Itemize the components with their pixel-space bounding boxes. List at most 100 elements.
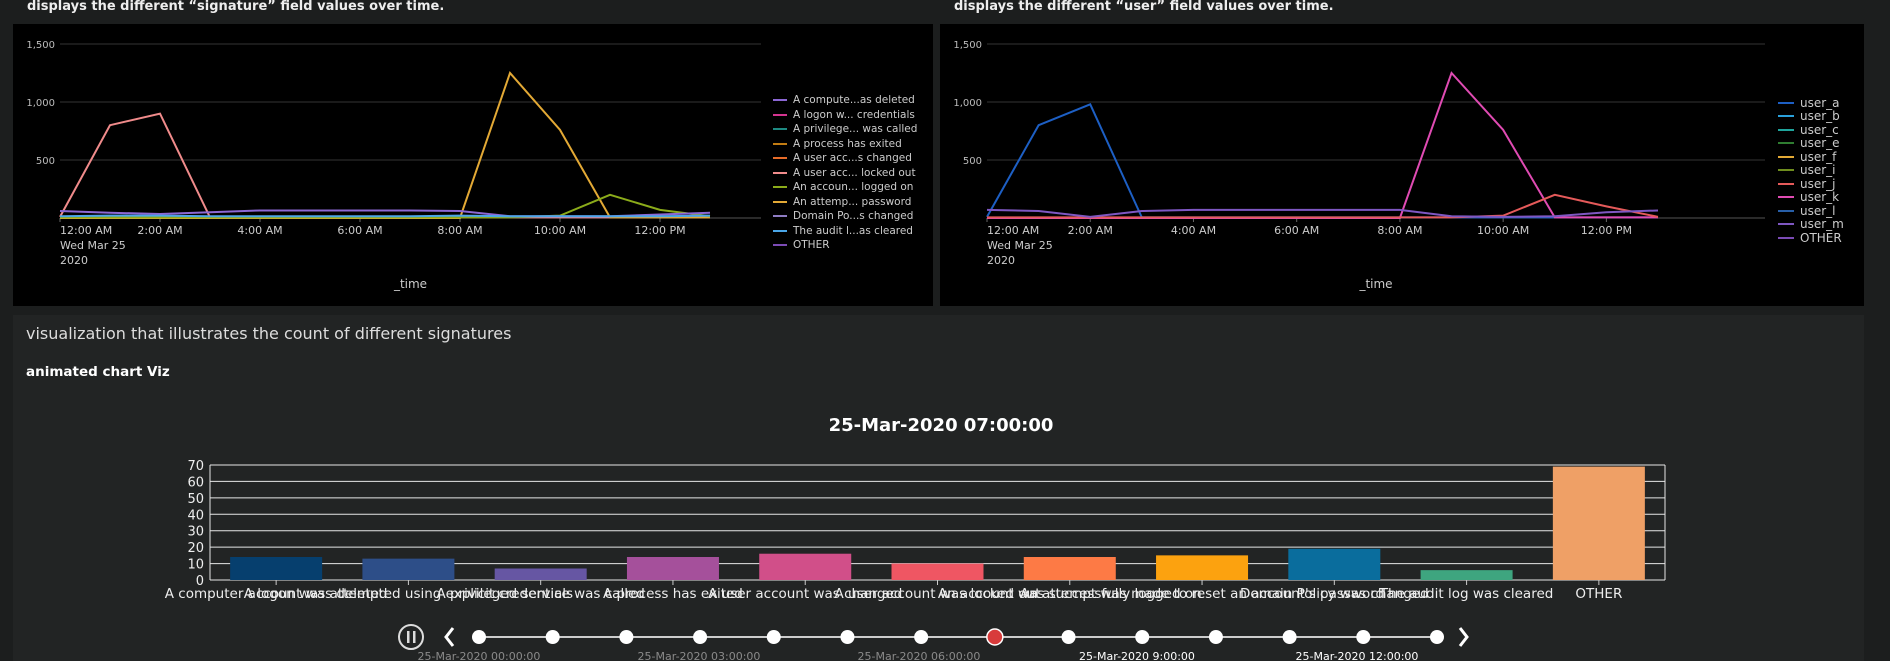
legend-label: A logon w... credentials [793, 108, 915, 121]
x-tick-label: 6:00 AM [337, 224, 382, 237]
x-tick-label: 6:00 AM [1274, 224, 1319, 237]
legend-swatch [1778, 115, 1794, 118]
x-tick-label: 2:00 AM [137, 224, 182, 237]
legend-swatch [1778, 128, 1794, 131]
y-tick-label: 30 [187, 525, 204, 540]
legend-item[interactable]: user_f [1778, 150, 1844, 164]
timeline-dot[interactable] [693, 630, 708, 644]
x-tick-label: An account was successfully logged on [938, 586, 1202, 602]
x-tick-label: 8:00 AM [437, 224, 482, 237]
series-line [986, 103, 1658, 219]
legend-label: user_a [1800, 95, 1840, 110]
legend-label: user_i [1800, 163, 1836, 178]
legend-label: A compute...as deleted [793, 94, 915, 107]
legend-item[interactable]: Domain Po...s changed [773, 209, 917, 224]
timeline-dot[interactable] [840, 630, 855, 644]
chevron-left-icon[interactable] [444, 627, 455, 647]
x-tick-label: A process has exited [603, 586, 743, 602]
legend-swatch [773, 99, 787, 102]
legend-item[interactable]: user_l [1778, 204, 1844, 218]
timeline-dot[interactable] [619, 630, 634, 644]
legend-label: OTHER [793, 239, 830, 252]
legend-item[interactable]: OTHER [1778, 231, 1844, 245]
x-sub-label: Wed Mar 25 [987, 239, 1053, 252]
legend-item[interactable]: A logon w... credentials [773, 108, 917, 123]
y-tick-label: 50 [187, 492, 204, 507]
timeline-dot[interactable] [472, 630, 486, 644]
chart-legend: A compute...as deleted A logon w... crede… [773, 93, 917, 253]
legend-swatch [1778, 196, 1794, 199]
legend-swatch [773, 200, 787, 203]
legend-item[interactable]: A privilege... was called [773, 122, 917, 137]
pause-icon-bar [407, 631, 410, 643]
timeline-dot[interactable] [1208, 630, 1223, 644]
legend-item[interactable]: A compute...as deleted [773, 93, 917, 108]
legend-label: Domain Po...s changed [793, 210, 914, 223]
legend-swatch [1778, 155, 1794, 158]
timeline-dot[interactable] [1430, 630, 1444, 644]
legend-label: A user acc... locked out [793, 166, 916, 179]
y-tick-label: 1,000 [953, 98, 982, 109]
x-tick-label: 4:00 AM [237, 224, 282, 237]
timeline-dot[interactable] [1356, 630, 1371, 644]
timeline-dot[interactable] [1061, 630, 1076, 644]
x-sub-label: Wed Mar 25 [60, 239, 126, 252]
series-line [59, 112, 710, 219]
legend-item[interactable]: The audit l...as cleared [773, 224, 917, 239]
legend-item[interactable]: user_e [1778, 136, 1844, 150]
panel-title: displays the different “signature” field… [13, 0, 933, 24]
animated-chart-panel: visualization that illustrates the count… [13, 315, 1864, 661]
animation-timeline[interactable]: 25-Mar-2020 00:00:00 25-Mar-2020 03:00:00… [398, 624, 1469, 661]
timeline-dot[interactable] [1135, 630, 1150, 644]
legend-label: A process has exited [793, 137, 902, 150]
bar [1156, 555, 1249, 580]
legend-item[interactable]: OTHER [773, 238, 917, 253]
legend-label: The audit l...as cleared [793, 224, 913, 237]
chevron-right-icon[interactable] [1458, 627, 1469, 647]
legend-item[interactable]: A process has exited [773, 137, 917, 152]
pause-icon [398, 624, 424, 650]
y-tick-label: 70 [187, 459, 204, 474]
x-tick-label: OTHER [1575, 586, 1622, 602]
legend-swatch [773, 113, 787, 116]
x-tick-label: 12:00 AM [987, 224, 1039, 237]
legend-item[interactable]: user_b [1778, 109, 1844, 124]
x-tick-label: An attempt was made to reset an account'… [1020, 586, 1384, 602]
timeline-dot[interactable] [1282, 630, 1297, 644]
bar [1288, 548, 1381, 580]
legend-swatch [773, 215, 787, 218]
legend-item[interactable]: user_j [1778, 177, 1844, 191]
user-line-chart: 1,500 1,000 500 12:00 AM 2:00 AM 4:00 AM 6:00 … [953, 40, 1765, 291]
x-tick-label: 8:00 AM [1377, 224, 1422, 237]
pause-button[interactable] [398, 624, 424, 650]
timeline-dot-active[interactable] [986, 628, 1004, 646]
timeline-label: 25-Mar-2020 06:00:00 [858, 650, 981, 661]
legend-item[interactable]: user_k [1778, 190, 1844, 204]
pause-icon-bar [413, 631, 416, 643]
y-tick-label: 10 [187, 558, 204, 573]
legend-item[interactable]: A user acc...s changed [773, 151, 917, 166]
x-tick-label: The audit log was cleared [1379, 586, 1554, 602]
legend-swatch [1778, 236, 1794, 239]
timeline-dot[interactable] [766, 630, 781, 644]
x-tick-label: 10:00 AM [534, 224, 586, 237]
legend-label: user_b [1800, 109, 1840, 124]
timeline-dot[interactable] [914, 630, 929, 644]
y-tick-label: 500 [36, 156, 55, 167]
legend-label: OTHER [1800, 230, 1842, 245]
legend-item[interactable]: An attemp... password [773, 195, 917, 210]
user-timechart-panel: displays the different “user” field valu… [940, 0, 1864, 306]
legend-item[interactable]: user_a [1778, 96, 1844, 110]
legend-item[interactable]: user_c [1778, 123, 1844, 137]
bar [230, 557, 323, 580]
legend-label: An attemp... password [793, 195, 912, 208]
x-tick-label: 4:00 AM [1171, 224, 1216, 237]
viz-subtitle: animated chart Viz [26, 364, 170, 380]
legend-item[interactable]: A user acc... locked out [773, 166, 917, 181]
legend-item[interactable]: An accoun... logged on [773, 180, 917, 195]
legend-swatch [773, 171, 787, 174]
legend-item[interactable]: user_i [1778, 163, 1844, 178]
x-axis-title: _time [393, 277, 427, 291]
legend-item[interactable]: user_m [1778, 217, 1844, 231]
timeline-dot[interactable] [545, 630, 560, 644]
